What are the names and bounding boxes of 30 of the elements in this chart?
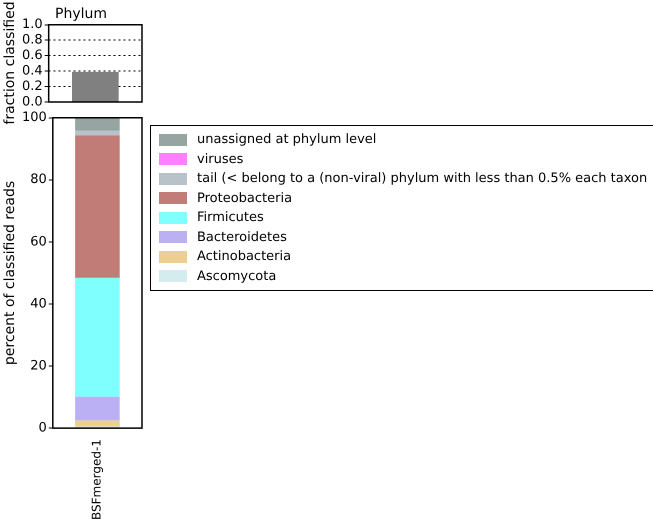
y-tick-label: 0.0 (22, 94, 43, 110)
y-tick-label: 100 (22, 110, 47, 126)
y-tick-label: 60 (30, 234, 47, 250)
y-tick-label: 0 (38, 420, 47, 436)
legend-label: Actinobacteria (197, 249, 292, 264)
y-tick-label: 0.4 (22, 63, 43, 78)
legend-label: Bacteroidetes (197, 230, 287, 245)
chart-title: Phylum (54, 6, 108, 22)
y-tick-label: 0.2 (22, 78, 43, 94)
bar (75, 130, 120, 136)
legend-label: unassigned at phylum level (197, 132, 376, 148)
y-tick-label: 0.6 (22, 48, 43, 64)
bar (75, 420, 120, 427)
y-tick-label: 20 (30, 358, 47, 374)
y-axis-title: fraction classified (2, 2, 18, 125)
y-tick-label: 80 (30, 172, 47, 188)
y-tick-label: 1.0 (22, 17, 43, 32)
bar (75, 396, 120, 420)
y-axis-title: percent of classified reads (2, 180, 18, 366)
bar (75, 118, 120, 131)
legend-label: tail (< belong to a (non-viral) phylum with less than 0.5% each taxon (197, 171, 648, 186)
bar (75, 278, 120, 397)
legend-label: Proteobacteria (197, 190, 292, 206)
x-tick-label: BSFmerged-1 (90, 439, 104, 520)
y-tick-label: 40 (30, 296, 47, 312)
bar (75, 135, 120, 278)
legend-label: Ascomycota (197, 268, 276, 284)
y-tick-label: 0.8 (22, 32, 43, 48)
legend-label: Firmicutes (197, 210, 264, 226)
legend-label: viruses (197, 152, 244, 167)
